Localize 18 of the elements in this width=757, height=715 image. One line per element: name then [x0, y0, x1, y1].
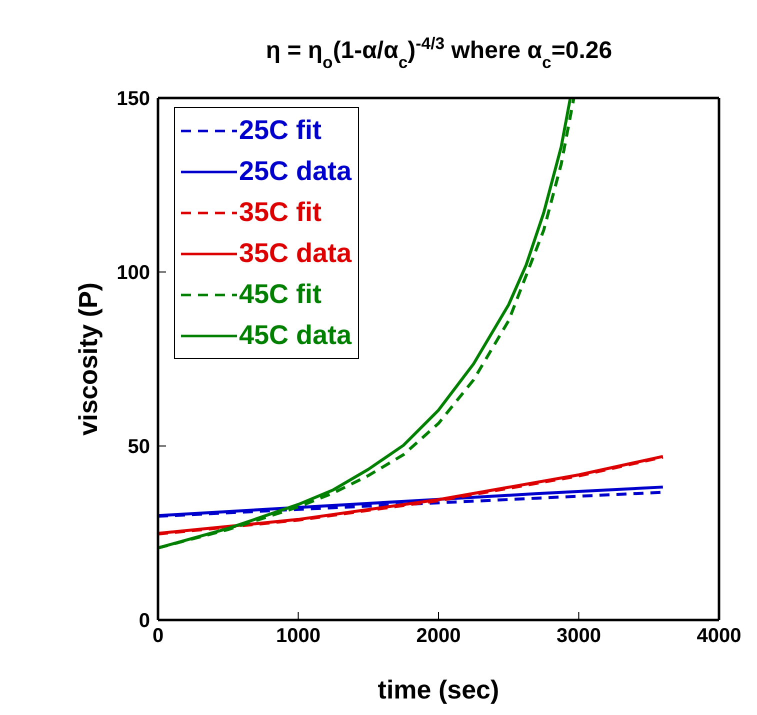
x-tick-label: 2000	[416, 625, 461, 648]
x-tick-label: 0	[152, 625, 164, 648]
chart-title: η = η$_{o}$(1-α/α$_{c}$)$^{-4/3}$ where α$_{c}$=0.26	[266, 34, 612, 72]
y-tick-label: 100	[116, 262, 150, 284]
x-tick-label: 4000	[696, 625, 742, 648]
legend-label: 25C data	[239, 156, 352, 187]
legend-label: 45C data	[239, 320, 352, 351]
legend-label: 35C data	[239, 238, 352, 269]
legend-label: 35C fit	[239, 197, 322, 228]
legend-label: 25C fit	[239, 115, 322, 146]
y-tick-label: 50	[128, 436, 150, 458]
y-tick-label: 0	[138, 610, 150, 632]
x-tick-label: 1000	[276, 625, 320, 648]
x-tick-label: 3000	[556, 625, 601, 648]
x-axis-title: time (sec)	[378, 674, 500, 704]
y-axis-title: viscosity (P)	[73, 282, 104, 436]
y-tick-label: 150	[116, 88, 150, 110]
legend-label: 45C fit	[239, 279, 322, 310]
